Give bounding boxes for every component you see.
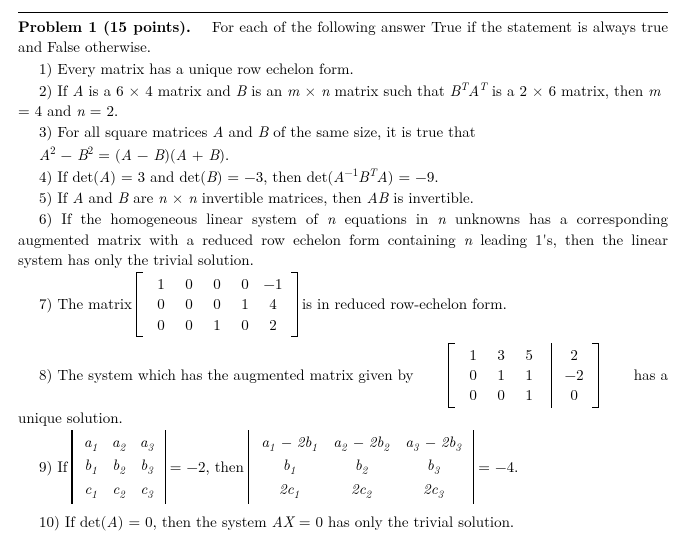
q4-t3: ) = −3, then det( — [217, 166, 334, 187]
q2-t3: is an — [246, 80, 287, 101]
q10-t2: ) = 0, then the system — [118, 511, 272, 532]
q2-t1: 2) If — [39, 80, 72, 101]
q5-t4: invertible matrices, then — [197, 187, 367, 208]
q9-t3: = −4. — [478, 457, 518, 477]
det-9b: a1 − 2b1a2 − 2b2a3 − 2b3b1b2b32c12c22c3 — [248, 430, 474, 505]
q9-t1: 9) If — [39, 457, 67, 477]
q1: 1) Every matrix has a unique row echelon… — [18, 59, 668, 79]
q7: 7) The matrix 1000−10001400102 is in red… — [39, 272, 668, 337]
q2-t2: is a 6 × 4 matrix and — [84, 80, 236, 101]
q2-t5: is a 2 × 6 matrix, then — [487, 80, 648, 101]
q5-t2: and — [84, 187, 118, 208]
q4-t2: ) = 3 and det( — [110, 166, 206, 187]
q4-t1: 4) If det( — [39, 166, 99, 187]
q3-t3: of the same size, it is true that — [268, 121, 475, 142]
q8-cont: unique solution. — [18, 408, 668, 428]
q7-t1: 7) The matrix — [39, 294, 132, 314]
q10-t1: 10) If det( — [39, 511, 107, 532]
matrix-7: 1000−10001400102 — [136, 272, 298, 337]
q2: 2) If A is a 6 × 4 matrix and B is an m … — [18, 80, 668, 122]
q6-t2: equations in — [335, 208, 437, 229]
q3-t1: 3) For all square matrices — [39, 121, 212, 142]
q5: 5) If A and B are n × n invertible matri… — [18, 188, 668, 208]
det-9a: a1a2a3b1b2b3c1c2c3 — [71, 430, 165, 505]
problem-title: Problem 1 (15 points). — [18, 16, 191, 37]
q10-t3: = 0 has only the trivial solution. — [294, 511, 514, 532]
problem-header: Problem 1 (15 points). For each of the f… — [18, 12, 668, 58]
q3: 3) For all square matrices A and B of th… — [18, 122, 668, 142]
q6: 6) If the homogeneous linear system of n… — [18, 209, 668, 270]
q5-t1: 5) If — [39, 187, 72, 208]
q3-eq: A2 − B2 = (A − B)(A + B). — [39, 144, 668, 165]
q3-t2: and — [224, 121, 258, 142]
q2-t6: = 4 and — [18, 100, 76, 121]
q5-t3: are — [128, 187, 158, 208]
q6-t1: 6) If the homogeneous linear system of — [39, 208, 327, 229]
q4: 4) If det(A) = 3 and det(B) = −3, then d… — [18, 166, 668, 187]
q9-t2: = −2, then — [170, 457, 244, 477]
q7-t2: is in reduced row-echelon form. — [302, 294, 507, 314]
q8-t2: has a — [634, 365, 668, 385]
q4-t4: ) = −9. — [388, 166, 439, 187]
q8-t1: 8) The system which has the augmented ma… — [18, 365, 413, 385]
q2-t7: = 2. — [85, 100, 118, 121]
q2-t4: matrix such that — [330, 80, 450, 101]
q10: 10) If det(A) = 0, then the system AX = … — [18, 512, 668, 532]
q9: 9) If a1a2a3b1b2b3c1c2c3 = −2, then a1 −… — [39, 430, 668, 505]
q5-t5: is invertible. — [388, 187, 474, 208]
matrix-8: 135011001 2−20 — [448, 343, 599, 408]
q8: 8) The system which has the augmented ma… — [18, 343, 668, 408]
